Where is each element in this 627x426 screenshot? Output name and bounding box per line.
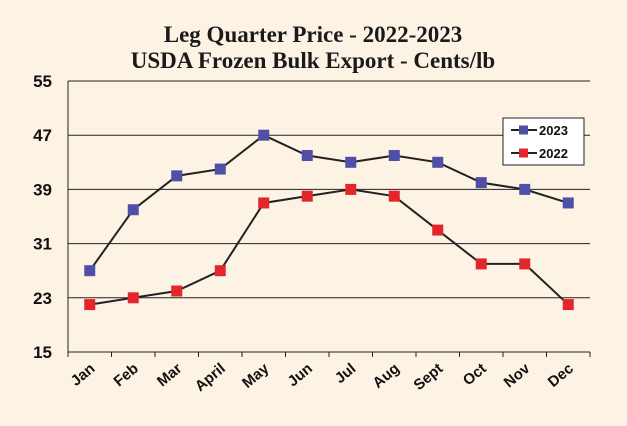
series-lines [84, 129, 574, 311]
legend-label: 2022 [539, 146, 568, 161]
x-tick-label: Jun [284, 360, 315, 390]
data-point [258, 129, 270, 141]
x-tick-labels: Jan Feb Mar April May Jun Jul Aug Sept Oct Nov Dec [68, 360, 577, 395]
data-point [388, 190, 400, 202]
x-tick-label: Mar [154, 360, 185, 390]
data-point [84, 265, 96, 277]
legend-entry: 2022 [511, 146, 568, 161]
legend-marker [519, 125, 528, 135]
data-point [214, 265, 226, 277]
x-tick-label: Nov [501, 360, 534, 392]
series-2022 [84, 183, 574, 311]
axes [67, 81, 591, 357]
x-tick-label: Dec [545, 360, 577, 391]
data-point [258, 197, 270, 209]
legend-marker [519, 148, 528, 158]
data-point [519, 258, 531, 270]
data-point [475, 177, 487, 189]
x-tick-label: April [192, 360, 229, 395]
data-point [519, 183, 531, 195]
y-tick-labels: 55 47 39 31 23 15 [33, 72, 52, 362]
data-point [127, 204, 139, 216]
x-tick-label: May [239, 360, 273, 392]
chart-title: Leg Quarter Price - 2022-2023 [164, 22, 462, 47]
data-point [301, 190, 313, 202]
data-point [562, 299, 574, 311]
data-point [562, 197, 574, 209]
legend-entry: 2023 [511, 123, 568, 138]
data-point [84, 299, 96, 311]
data-point [432, 224, 444, 236]
x-tick-label: Feb [110, 360, 141, 390]
legend-label: 2023 [539, 123, 568, 138]
data-point [432, 156, 444, 168]
data-point [127, 292, 139, 304]
data-point [171, 285, 183, 297]
y-tick-label: 55 [33, 72, 52, 91]
x-tick-label: Aug [370, 360, 403, 392]
y-tick-label: 31 [33, 235, 52, 254]
x-tick-label: Jan [68, 360, 99, 390]
data-point [388, 150, 400, 162]
x-tick-label: Sept [410, 360, 446, 394]
data-point [301, 150, 313, 162]
data-point [475, 258, 487, 270]
data-point [214, 163, 226, 175]
chart-subtitle: USDA Frozen Bulk Export - Cents/lb [131, 48, 495, 73]
y-tick-label: 47 [33, 126, 52, 145]
gridlines [68, 80, 590, 299]
legend: 2023 2022 [502, 117, 585, 166]
legend-box [502, 117, 585, 166]
series-line [88, 134, 569, 272]
series-line [89, 188, 569, 306]
data-point [171, 170, 183, 182]
data-point [345, 183, 357, 195]
y-tick-label: 15 [33, 343, 52, 362]
data-point [345, 156, 357, 168]
y-tick-label: 23 [33, 289, 52, 308]
series-2023 [84, 129, 574, 277]
y-tick-label: 39 [33, 180, 52, 199]
x-tick-label: Oct [460, 360, 490, 389]
x-tick-label: Jul [332, 360, 360, 387]
